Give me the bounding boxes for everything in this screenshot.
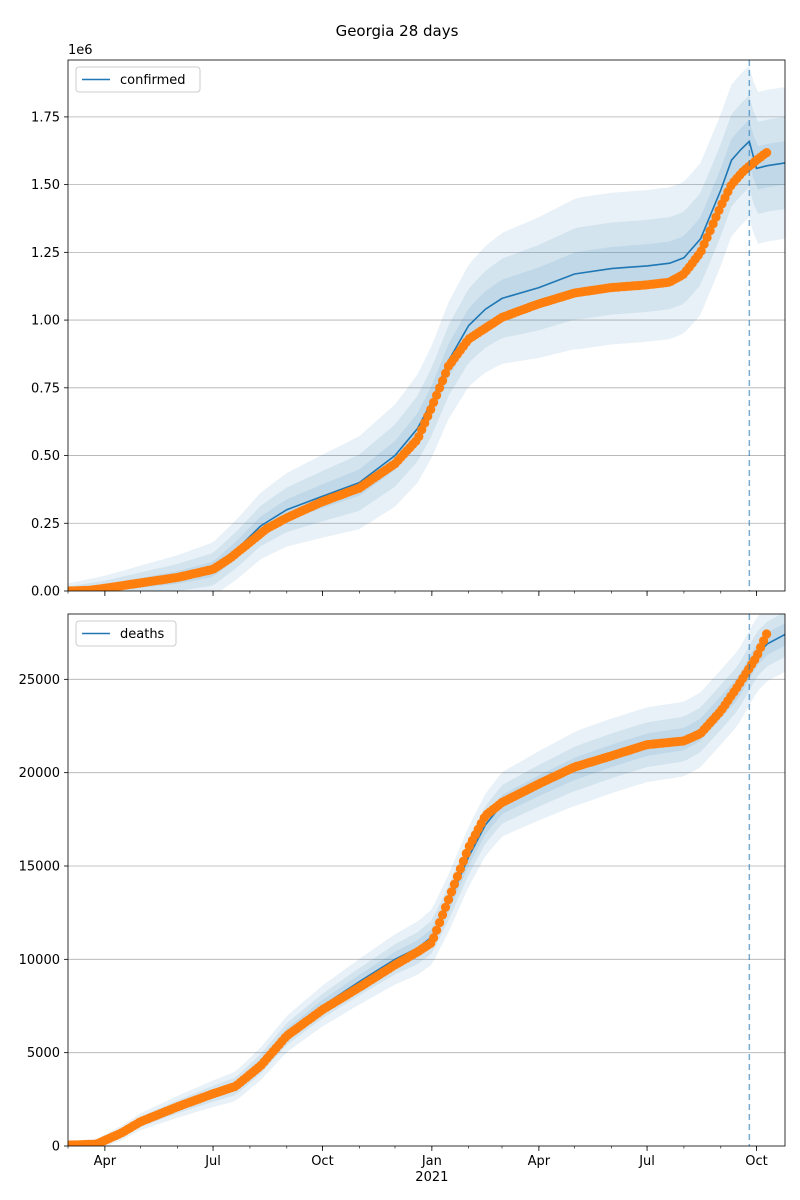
x-tick-label: Jul	[204, 1154, 221, 1169]
y-tick-label: 0.00	[31, 585, 60, 600]
plot-area	[68, 614, 785, 1146]
y-tick-label: 1.00	[31, 314, 60, 329]
y-tick-label: 0	[52, 1140, 60, 1155]
observed-point	[435, 918, 445, 928]
legend-label: confirmed	[120, 73, 186, 88]
plot-area	[68, 65, 785, 591]
observed-point	[432, 925, 442, 935]
x-tick-label: Oct	[745, 1154, 767, 1169]
x-tick-label: Apr	[94, 1154, 117, 1169]
y-tick-label: 1.50	[31, 178, 60, 193]
y-tick-label: 15000	[19, 860, 60, 875]
observed-point	[438, 910, 448, 920]
observed-point	[440, 902, 451, 912]
x-tick-label: Jan	[421, 1154, 442, 1169]
confirmed-panel: 0.00 0.25 0.50 0.75 1.00 1.25 1.50 1.75 1e6 confi…	[31, 43, 786, 600]
axes-frame	[67, 613, 786, 1147]
uncertainty-band	[68, 614, 785, 1146]
uncertainty-band	[68, 614, 785, 1146]
x-tick-label: Apr	[528, 1154, 551, 1169]
observed-point	[449, 879, 459, 889]
x-tick-label: Jul	[638, 1154, 655, 1169]
uncertainty-band	[68, 65, 785, 591]
y-tick-label: 5000	[27, 1046, 60, 1061]
observed-point	[458, 856, 468, 866]
observed-point	[461, 848, 471, 859]
legend-box	[75, 66, 201, 93]
observed-point	[429, 933, 439, 943]
y-tick-label: 0.50	[31, 449, 60, 464]
observed-point	[426, 404, 436, 415]
x-tick-label: Oct	[311, 1154, 333, 1169]
x-year-label: 2021	[415, 1170, 448, 1185]
legend-label: deaths	[120, 627, 165, 642]
uncertainty-band	[68, 623, 785, 1146]
axes-frame	[67, 59, 786, 592]
observed-point	[446, 887, 457, 897]
y-tick-label: 0.75	[31, 381, 60, 396]
observed-point	[438, 376, 448, 386]
observed-point	[452, 871, 462, 882]
observed-point	[435, 383, 445, 393]
y-tick-label: 20000	[19, 766, 60, 781]
legend-box	[75, 620, 177, 647]
deaths-panel: 0 5000 10000 15000 20000 25000 Apr Jul Oct Jan Apr…	[19, 613, 786, 1185]
observed-point	[429, 397, 439, 407]
y-tick-label: 25000	[19, 673, 60, 688]
observed-point	[440, 368, 451, 378]
observed-point	[762, 629, 772, 639]
observed-point	[762, 148, 772, 158]
y-tick-label: 10000	[19, 953, 60, 968]
y-tick-label: 1.75	[31, 110, 60, 125]
y-tick-label: 0.25	[31, 517, 60, 532]
observed-point	[432, 390, 442, 400]
observed-point	[455, 864, 465, 874]
chart-title: Georgia 28 days	[336, 22, 459, 40]
y-tick-label: 1.25	[31, 246, 60, 261]
uncertainty-band	[68, 95, 785, 591]
observed-point	[443, 895, 454, 905]
model-forecast-line	[748, 141, 785, 170]
y-offset-label: 1e6	[68, 43, 93, 58]
